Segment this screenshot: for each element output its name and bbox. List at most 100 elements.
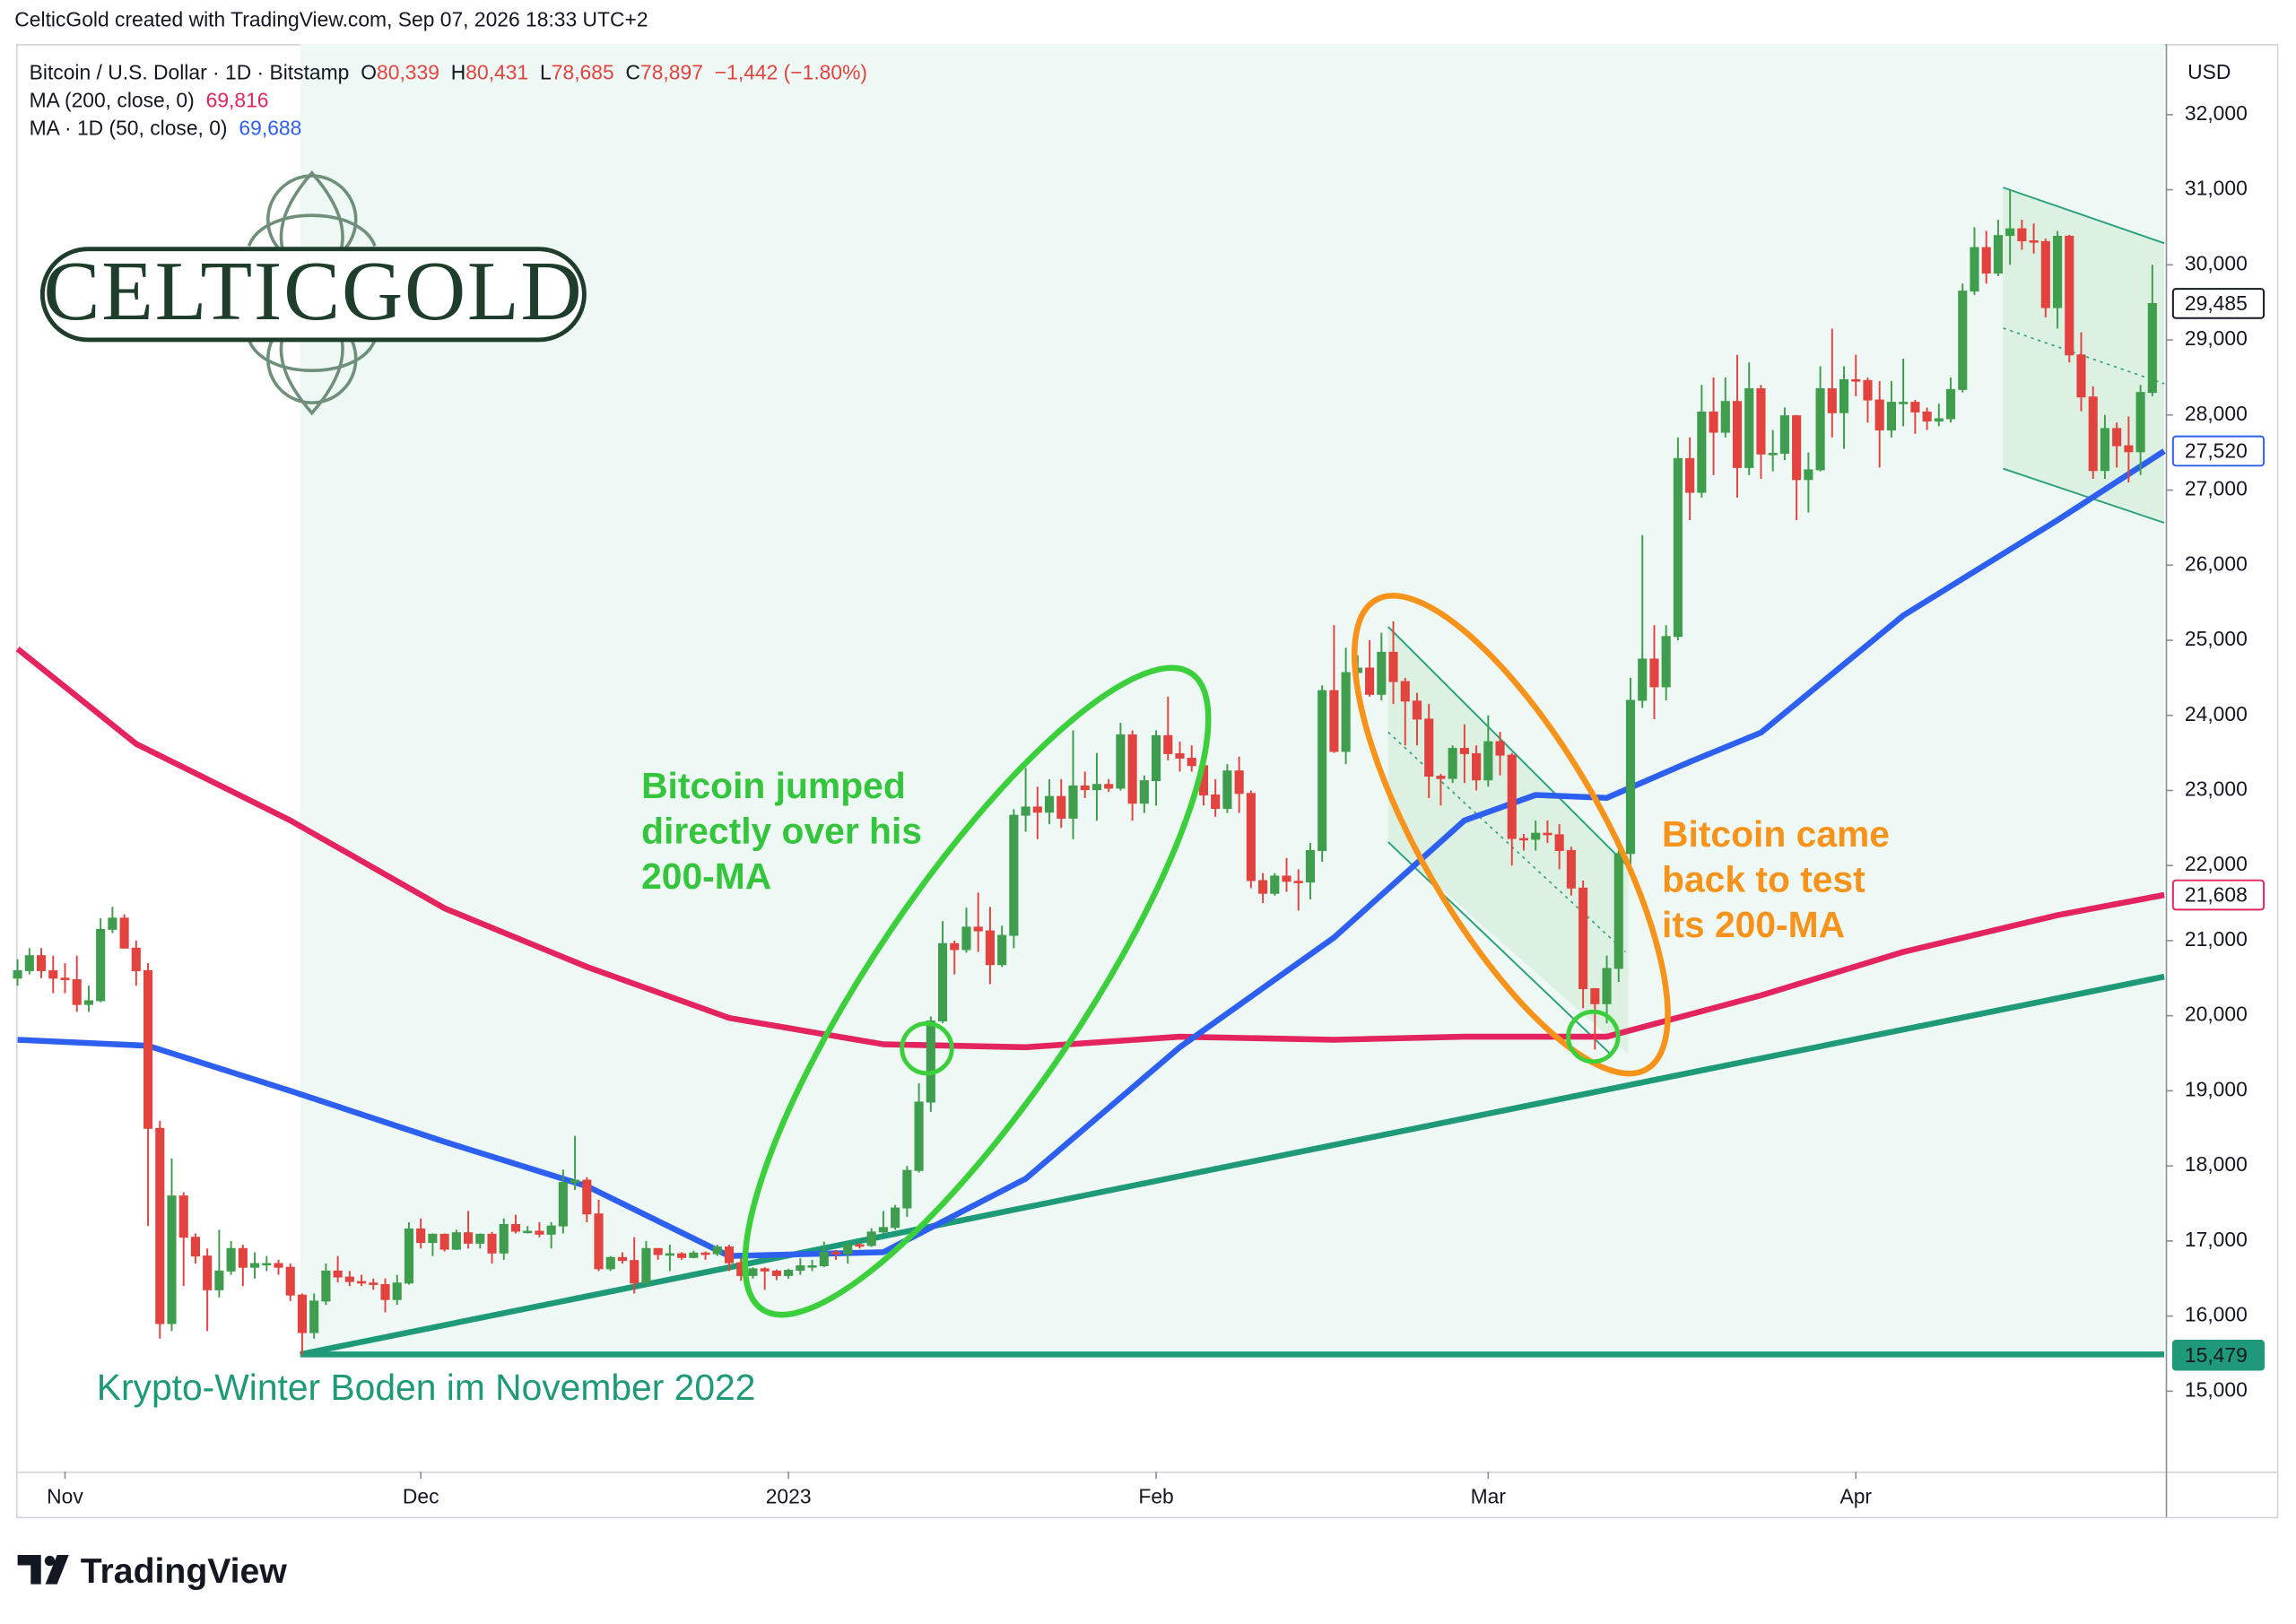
x-tick-label: Apr	[1839, 1484, 1872, 1507]
candle-body	[96, 928, 106, 1002]
y-tick-label: 15,000	[2185, 1377, 2248, 1401]
legend-key: O	[361, 60, 377, 83]
candle-body	[1424, 718, 1434, 777]
candle-body	[926, 1020, 935, 1103]
candle-body	[1139, 780, 1149, 804]
candle-body	[155, 1127, 165, 1324]
candle-body	[985, 930, 995, 966]
candle-body	[2100, 428, 2110, 472]
candle-body	[665, 1253, 674, 1256]
candle-body	[1483, 741, 1493, 781]
candle-body	[677, 1253, 687, 1258]
brand-name: TradingView	[81, 1552, 288, 1591]
annotation-line: 200-MA	[641, 855, 771, 897]
candle-body	[1709, 411, 1718, 433]
legend-line: MA (200, close, 0) 69,816	[30, 88, 269, 111]
candle-body	[1756, 387, 1766, 455]
candle-body	[866, 1231, 876, 1246]
candle-body	[344, 1276, 354, 1282]
candle-body	[1732, 401, 1743, 468]
candle-body	[546, 1225, 556, 1235]
candle-body	[487, 1233, 497, 1254]
candle-body	[1104, 784, 1114, 789]
legend-change: −1,442 (−1.80%)	[715, 60, 867, 83]
candle-body	[1009, 814, 1019, 936]
candle-body	[1673, 457, 1683, 638]
candle-body	[605, 1256, 615, 1270]
price-label: 29,485	[2185, 291, 2248, 315]
candle-body	[1934, 418, 1944, 421]
candle-body	[297, 1294, 308, 1333]
logo: CELTICGOLD	[39, 170, 587, 416]
logo-text: CELTICGOLD	[43, 245, 583, 338]
candle-body	[523, 1230, 533, 1234]
candle-body	[1365, 667, 1375, 695]
candle-body	[1910, 402, 1920, 413]
candle-body	[333, 1270, 343, 1278]
brand-icon	[17, 1555, 69, 1585]
candle-body	[2088, 396, 2098, 472]
candle-body	[1222, 770, 1232, 810]
candle-body	[1341, 672, 1351, 752]
candle-body	[1779, 415, 1789, 454]
candle-body	[1187, 757, 1196, 767]
candle-body	[1151, 734, 1161, 782]
legend-indicator: MA · 1D (50, close, 0)	[30, 116, 228, 139]
candle-body	[499, 1223, 509, 1254]
candle-body	[1638, 658, 1648, 701]
candle-body	[1697, 411, 1707, 493]
candle-body	[771, 1270, 781, 1276]
x-tick-label: Nov	[47, 1484, 83, 1507]
candle-body	[1886, 402, 1896, 431]
candle-body	[369, 1282, 378, 1285]
candle-body	[2135, 392, 2145, 453]
candle-body	[617, 1256, 628, 1262]
y-tick-label: 27,000	[2185, 477, 2248, 500]
y-tick-label: 16,000	[2185, 1303, 2248, 1326]
moving-averages	[15, 448, 2166, 1259]
annotation-line: back to test	[1662, 858, 1866, 899]
y-tick-label: 32,000	[2185, 101, 2248, 125]
candle-body	[250, 1263, 260, 1268]
candle-body	[855, 1244, 865, 1247]
y-tick-label: 26,000	[2185, 551, 2248, 575]
candle-body	[1804, 469, 1813, 481]
candle-body	[843, 1244, 853, 1255]
header-text: CelticGold created with TradingView.com,…	[14, 8, 648, 31]
candle-body	[902, 1169, 912, 1209]
candle-body	[1839, 378, 1849, 413]
candle-body	[914, 1101, 924, 1171]
price-label-box	[2171, 435, 2266, 467]
candle-body	[167, 1195, 177, 1324]
x-tick-label: Mar	[1471, 1484, 1507, 1507]
candle-body	[760, 1268, 770, 1272]
candle-body	[428, 1233, 438, 1244]
candle-body	[1318, 690, 1327, 851]
candle-body	[1744, 387, 1754, 468]
candle-body	[1246, 793, 1256, 881]
legend-symbol: Bitcoin / U.S. Dollar · 1D · Bitstamp	[30, 60, 350, 83]
candle-body	[784, 1270, 794, 1276]
candle-body	[203, 1255, 213, 1290]
candle-body	[510, 1223, 521, 1232]
price-label-box	[2171, 1339, 2266, 1371]
candle-body	[1163, 734, 1173, 754]
price-label-box	[2171, 288, 2266, 319]
annotation-line: Bitcoin came	[1662, 813, 1890, 855]
candle-body	[1531, 832, 1541, 840]
candle-body	[1495, 741, 1505, 756]
candle-body	[950, 942, 960, 951]
candle-body	[108, 917, 117, 930]
candle-body	[1981, 247, 1991, 274]
candle-body	[1068, 785, 1078, 819]
candle-body	[285, 1266, 295, 1296]
candle-body	[475, 1233, 485, 1244]
candle-body	[1922, 411, 1932, 421]
candle-body	[1258, 880, 1268, 894]
highlights	[742, 593, 1671, 1318]
candle-body	[83, 1000, 93, 1005]
candle-body	[1613, 853, 1623, 969]
candle-body	[1234, 770, 1244, 795]
candle-body	[1554, 834, 1564, 851]
